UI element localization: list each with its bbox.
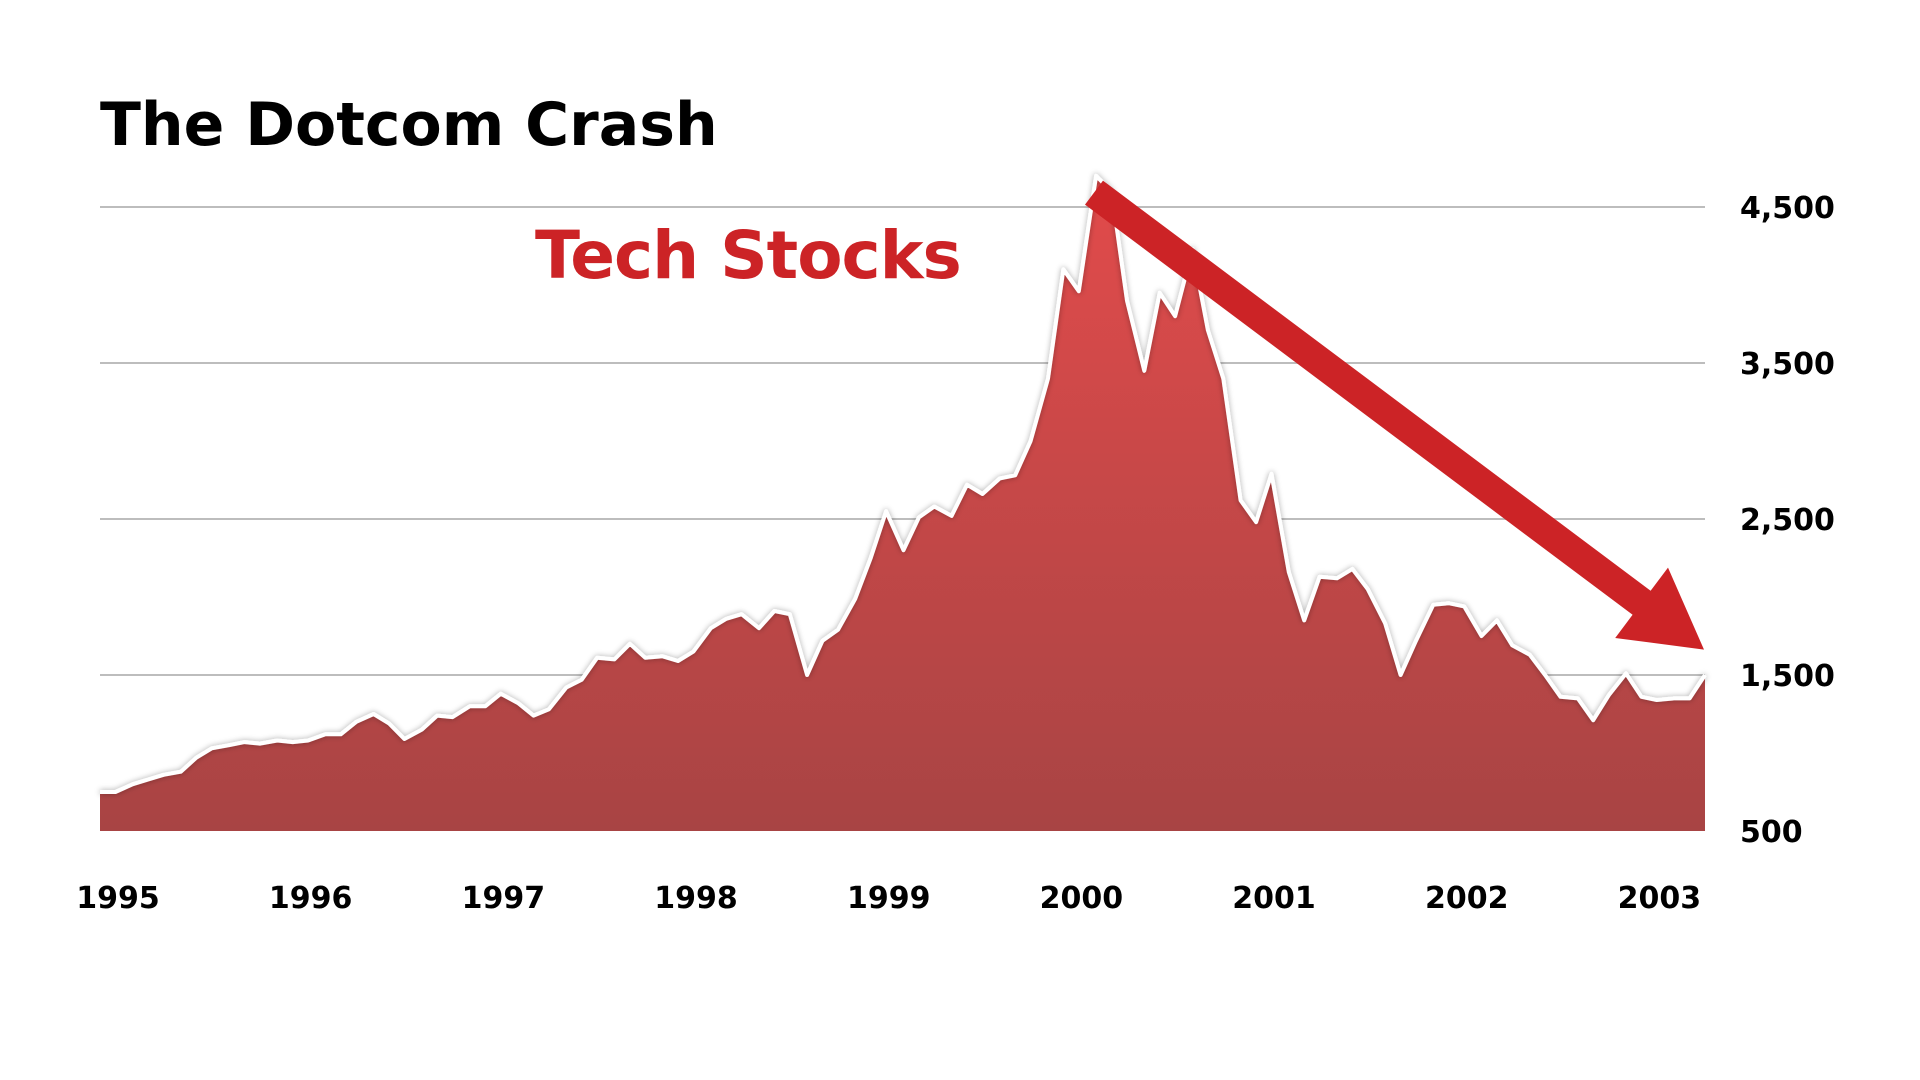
x-tick-label: 1999	[847, 881, 931, 916]
y-tick-label: 500	[1740, 815, 1803, 850]
y-tick-label: 1,500	[1740, 659, 1835, 694]
x-tick-label: 2003	[1618, 881, 1702, 916]
x-tick-label: 1998	[654, 881, 738, 916]
y-tick-label: 3,500	[1740, 347, 1835, 382]
series-line	[100, 173, 1707, 794]
x-tick-label: 2000	[1040, 881, 1124, 916]
x-axis: 1995 1996 1997 1998 1999 2000 2001 2002 2003	[76, 881, 1701, 916]
x-tick-label: 1997	[462, 881, 546, 916]
y-tick-label: 4,500	[1740, 191, 1835, 226]
x-tick-label: 2002	[1425, 881, 1509, 916]
x-tick-label: 2001	[1232, 881, 1316, 916]
annotations	[1085, 180, 1704, 650]
chart-title: The Dotcom Crash	[100, 90, 718, 160]
downtrend-arrow	[1085, 180, 1704, 650]
chart-subtitle: Tech Stocks	[535, 217, 961, 294]
x-tick-label: 1996	[269, 881, 353, 916]
y-tick-label: 2,500	[1740, 503, 1835, 538]
area-fill	[100, 175, 1705, 832]
x-tick-label: 1995	[76, 881, 160, 916]
y-axis: 4,500 3,500 2,500 1,500 500	[1740, 191, 1835, 850]
plot-area	[100, 173, 1707, 832]
